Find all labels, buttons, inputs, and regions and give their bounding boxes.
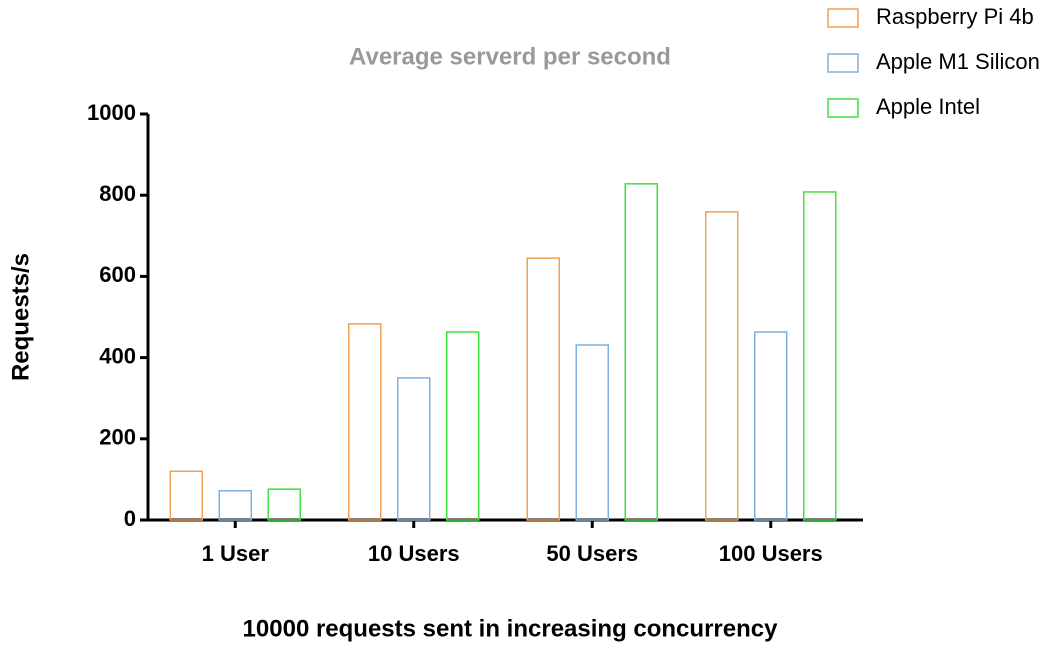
bar	[705, 211, 739, 521]
bar	[446, 331, 480, 521]
chart-title: Average serverd per second	[349, 43, 671, 70]
bar	[218, 490, 252, 521]
bar	[803, 191, 837, 521]
y-tick-label: 800	[99, 181, 136, 206]
bar	[397, 377, 431, 521]
bar	[624, 183, 658, 521]
y-tick-label: 1000	[87, 100, 136, 125]
bar	[575, 344, 609, 521]
legend-label: Apple M1 Silicon	[876, 49, 1040, 74]
x-tick-label: 1 User	[202, 541, 270, 566]
bar	[348, 323, 382, 521]
legend-swatch	[827, 53, 859, 73]
y-tick-label: 0	[124, 506, 136, 531]
x-axis-label: 10000 requests sent in increasing concur…	[243, 615, 779, 642]
y-axis-label: Requests/s	[7, 253, 34, 381]
x-tick-label: 10 Users	[368, 541, 460, 566]
legend-label: Apple Intel	[876, 94, 980, 119]
legend-swatch	[827, 98, 859, 118]
x-tick-label: 100 Users	[719, 541, 823, 566]
y-tick-label: 200	[99, 425, 136, 450]
y-tick-label: 400	[99, 343, 136, 368]
x-tick-label: 50 Users	[546, 541, 638, 566]
bar	[754, 331, 788, 521]
bar	[267, 488, 301, 521]
legend-swatch	[827, 8, 859, 28]
y-tick-label: 600	[99, 262, 136, 287]
bar	[526, 257, 560, 521]
bar	[169, 470, 203, 521]
legend-label: Raspberry Pi 4b	[876, 4, 1034, 29]
